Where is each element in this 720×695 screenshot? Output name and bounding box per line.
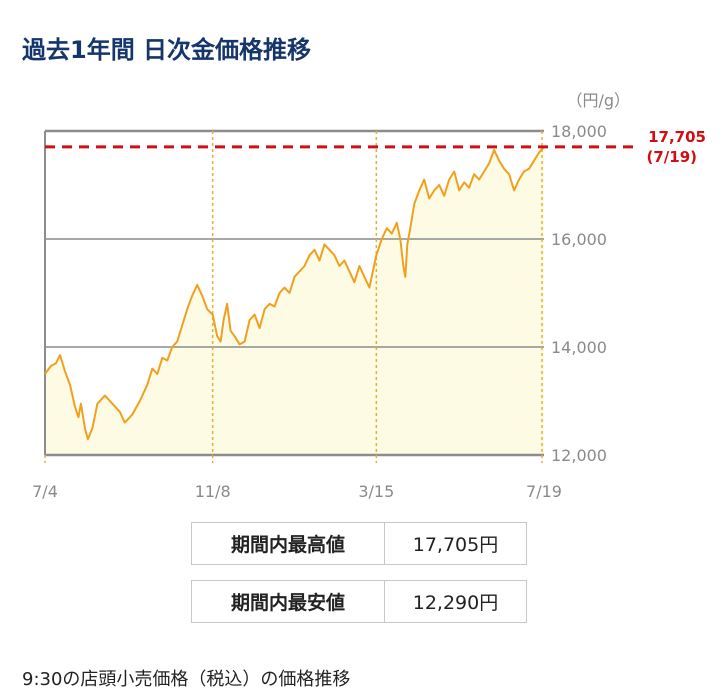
high-price-marker-value: 17,705 bbox=[648, 128, 706, 146]
price-series-line bbox=[44, 146, 545, 441]
chart-footnote: 9:30の店頭小売価格（税込）の価格推移 bbox=[22, 669, 351, 690]
y-axis-unit-label: （円/g） bbox=[566, 91, 630, 110]
high-price-marker-date: (7/19) bbox=[646, 148, 697, 166]
period-low-table: 期間内最安値 12,290円 bbox=[191, 580, 527, 623]
period-low-value: 12,290円 bbox=[384, 580, 527, 623]
period-low-label: 期間内最安値 bbox=[191, 580, 385, 623]
x-tick-label: 3/15 bbox=[358, 482, 394, 501]
gold-price-chart: （円/g） 17,705 (7/19) 18,000 16,000 14,000 12,… bbox=[32, 91, 706, 501]
x-tick-label: 7/4 bbox=[32, 482, 58, 501]
y-tick-label: 14,000 bbox=[551, 338, 607, 357]
period-high-label: 期間内最高値 bbox=[191, 522, 385, 565]
period-high-table: 期間内最高値 17,705円 bbox=[191, 522, 527, 565]
x-tick-label: 11/8 bbox=[195, 482, 231, 501]
y-tick-label: 18,000 bbox=[551, 122, 607, 141]
price-area-fill bbox=[45, 146, 544, 455]
period-high-value: 17,705円 bbox=[384, 522, 527, 565]
page-title: 過去1年間 日次金価格推移 bbox=[22, 36, 312, 64]
y-tick-label: 16,000 bbox=[551, 230, 607, 249]
y-tick-label: 12,000 bbox=[551, 446, 607, 465]
x-tick-label: 7/19 bbox=[526, 482, 562, 501]
